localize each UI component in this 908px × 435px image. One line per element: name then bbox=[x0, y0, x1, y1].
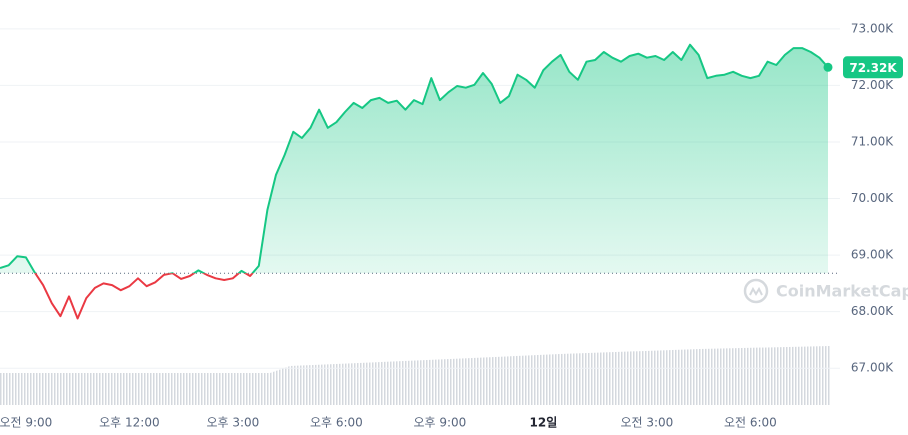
y-tick-label: 70.00K bbox=[851, 191, 894, 205]
price-area bbox=[0, 44, 828, 274]
x-tick-label: 오전 9:00 bbox=[0, 416, 52, 430]
x-tick-label: 오전 6:00 bbox=[724, 416, 777, 430]
y-tick-label: 72.00K bbox=[851, 78, 894, 92]
x-tick-label: 12일 bbox=[530, 416, 558, 430]
x-tick-label: 오후 9:00 bbox=[413, 416, 466, 430]
last-point bbox=[823, 62, 833, 72]
watermark-text: CoinMarketCap bbox=[776, 282, 908, 301]
x-tick-label: 오전 3:00 bbox=[620, 416, 673, 430]
price-tag bbox=[843, 56, 903, 79]
price-line bbox=[0, 43, 829, 274]
y-tick-label: 68.00K bbox=[851, 304, 894, 318]
y-tick-label: 73.00K bbox=[851, 21, 894, 35]
y-tick-label: 71.00K bbox=[851, 134, 894, 148]
volume-bars bbox=[0, 346, 830, 405]
y-tick-label: 67.00K bbox=[851, 361, 894, 375]
y-tick-label: 69.00K bbox=[851, 248, 894, 262]
x-tick-label: 오후 3:00 bbox=[206, 416, 259, 430]
x-tick-label: 오후 12:00 bbox=[99, 416, 159, 430]
watermark: CoinMarketCap bbox=[743, 278, 908, 304]
price-tag-label: 72.32K bbox=[849, 61, 897, 75]
price-line bbox=[34, 273, 254, 320]
x-tick-label: 오후 6:00 bbox=[310, 416, 363, 430]
